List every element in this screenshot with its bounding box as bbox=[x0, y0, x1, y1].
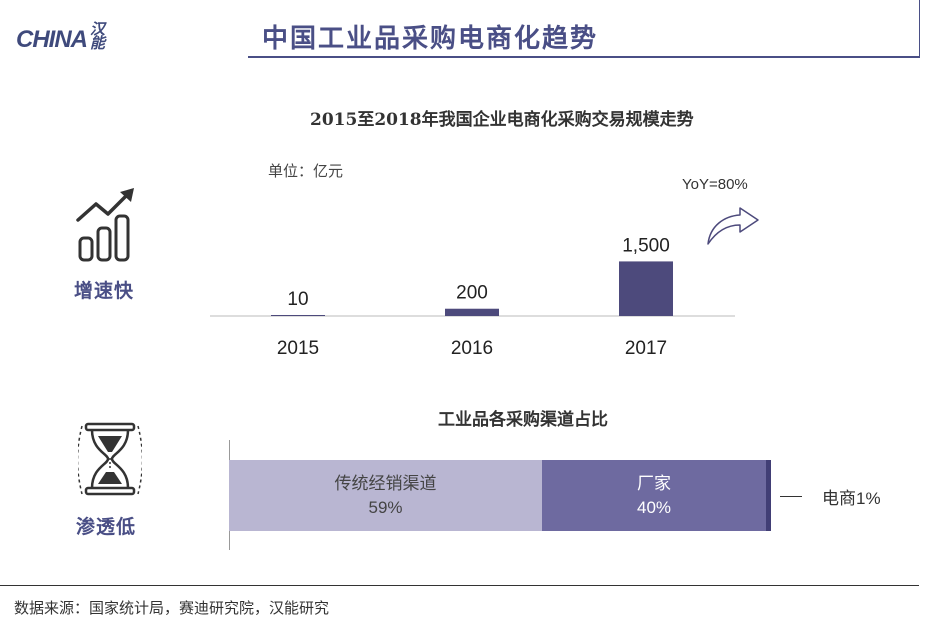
growth-label: 增速快 bbox=[74, 280, 135, 302]
segment-ecommerce bbox=[766, 460, 771, 531]
bar-value-label: 200 bbox=[456, 283, 488, 304]
logo-text: CHINA bbox=[16, 26, 88, 53]
segment-percent: 40% bbox=[636, 497, 672, 517]
bar-value-label: 1,500 bbox=[622, 235, 670, 256]
page-title: 中国工业品采购电商化趋势 bbox=[262, 24, 599, 54]
bar-chart-title: 2015至2018年我国企业电商化采购交易规模走势 bbox=[310, 110, 694, 130]
curved-arrow-icon bbox=[707, 207, 759, 245]
penetration-label: 渗透低 bbox=[76, 516, 137, 538]
title-border-right bbox=[919, 0, 920, 56]
segment-label: 传统经销渠道 bbox=[334, 473, 437, 494]
x-tick-label: 2016 bbox=[451, 338, 493, 359]
title-underline bbox=[248, 56, 920, 58]
ecommerce-label: 电商 bbox=[822, 489, 856, 509]
bar-2016 bbox=[445, 308, 499, 316]
stacked-bar: 传统经销渠道 59% 厂家 40% bbox=[229, 460, 771, 531]
x-tick-label: 2015 bbox=[277, 338, 319, 359]
segment-label: 厂家 bbox=[637, 473, 671, 494]
footer-divider bbox=[0, 585, 919, 586]
bar-value-label: 10 bbox=[287, 289, 308, 310]
segment-traditional-distribution: 传统经销渠道 59% bbox=[229, 460, 542, 531]
data-source: 数据来源：国家统计局，赛迪研究院，汉能研究 bbox=[14, 599, 330, 617]
growth-chart-icon bbox=[76, 188, 134, 262]
ecommerce-percent: 1% bbox=[856, 489, 881, 508]
stacked-chart-title: 工业品各采购渠道占比 bbox=[438, 410, 608, 430]
hourglass-icon bbox=[78, 422, 142, 496]
bar-2015 bbox=[271, 315, 325, 316]
logo-cn-text: 汉能 bbox=[90, 20, 106, 52]
yoy-annotation: YoY=80% bbox=[682, 176, 748, 193]
bar-chart-unit: 单位：亿元 bbox=[268, 162, 344, 180]
ecommerce-callout: 电商1% bbox=[822, 484, 881, 509]
segment-manufacturer: 厂家 40% bbox=[542, 460, 766, 531]
x-tick-label: 2017 bbox=[625, 338, 667, 359]
brand-logo: CHINA 汉能 bbox=[8, 20, 128, 56]
bar-2017 bbox=[619, 261, 673, 316]
ecommerce-callout-line bbox=[780, 496, 802, 497]
segment-percent: 59% bbox=[368, 497, 403, 517]
